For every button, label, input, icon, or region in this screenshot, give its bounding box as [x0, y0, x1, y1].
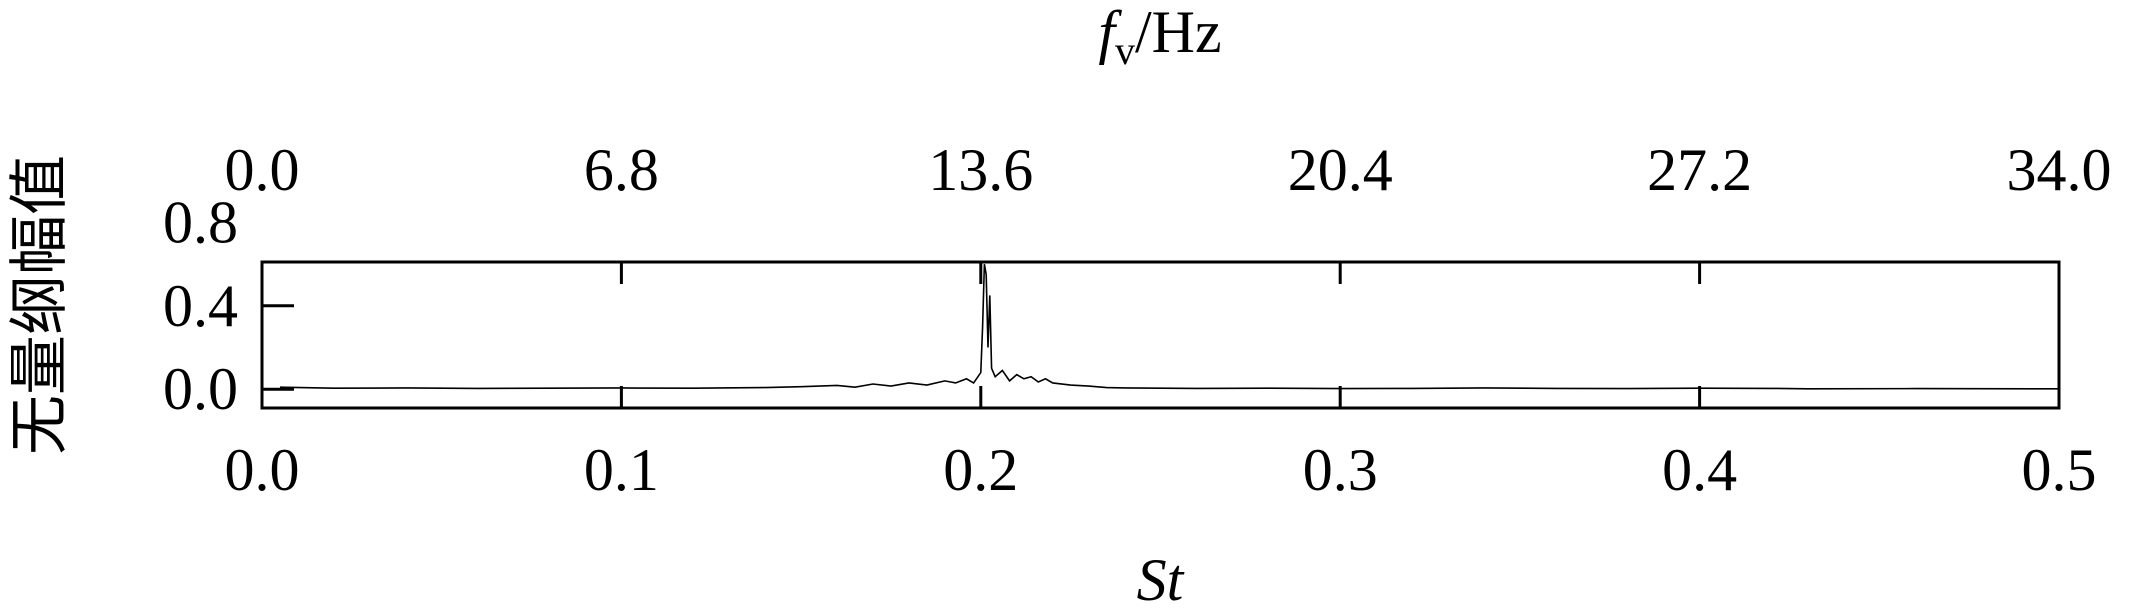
x2-tick-label: 13.6 [928, 137, 1033, 203]
x2-tick-label: 6.8 [584, 137, 659, 203]
y-axis-title: 无量纲幅值 [7, 155, 73, 455]
x2-tick-label: 34.0 [2007, 137, 2112, 203]
subscript: v [1115, 28, 1135, 73]
x-axis-title: St [1137, 547, 1185, 613]
x-tick-label: 0.3 [1303, 437, 1378, 503]
x-tick-label: 0.5 [2022, 437, 2097, 503]
spectrum-line [279, 263, 2060, 390]
x-tick-label: 0.1 [584, 437, 659, 503]
top-axis-title: fv/Hz [1098, 0, 1221, 73]
x-tick-label: 0.2 [943, 437, 1018, 503]
y-tick-label: 0.0 [163, 356, 238, 422]
x2-tick-label: 0.0 [225, 137, 300, 203]
x2-tick-label: 27.2 [1647, 137, 1752, 203]
x-tick-label: 0.4 [1662, 437, 1737, 503]
plot-frame [260, 260, 2061, 410]
x-tick-label: 0.0 [225, 437, 300, 503]
y-tick-label: 0.8 [163, 189, 238, 255]
x2-tick-label: 20.4 [1288, 137, 1393, 203]
y-tick-label: 0.4 [163, 273, 238, 339]
unit: /Hz [1135, 0, 1222, 65]
